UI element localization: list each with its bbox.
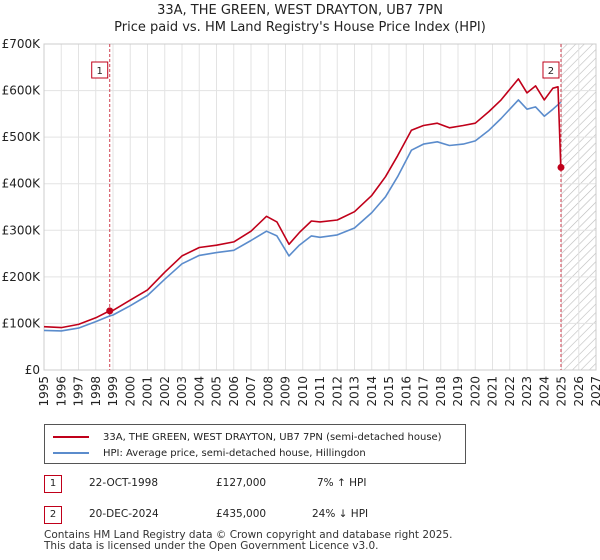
x-tick-label: 2010	[296, 376, 310, 407]
x-tick-label: 2008	[261, 376, 275, 407]
y-tick-label: £100K	[2, 316, 42, 330]
legend: 33A, THE GREEN, WEST DRAYTON, UB7 7PN (s…	[44, 424, 466, 464]
property-price-line	[43, 78, 562, 329]
sale-badge-1: 1	[44, 475, 62, 493]
x-tick-label: 1999	[106, 376, 120, 407]
sale-point-1	[106, 307, 114, 315]
sale-point-2	[557, 163, 565, 171]
x-tick-label: 2001	[141, 376, 155, 407]
x-tick-label: 2017	[417, 376, 431, 407]
legend-hpi-label: HPI: Average price, semi-detached house,…	[103, 447, 366, 459]
x-tick-label: 1997	[72, 376, 86, 407]
x-tick-label: 2025	[555, 376, 569, 407]
y-tick-label: £400K	[2, 177, 42, 191]
x-tick-label: 1995	[37, 376, 51, 407]
legend-item-hpi: HPI: Average price, semi-detached house,…	[53, 445, 366, 461]
x-tick-label: 2004	[192, 376, 206, 407]
legend-red-line	[53, 436, 89, 438]
x-tick-label: 1996	[54, 376, 68, 407]
sale-date-2: 20-DEC-2024	[89, 508, 159, 520]
x-tick-label: 2021	[486, 376, 500, 407]
sale-price-2: £435,000	[216, 508, 267, 520]
y-tick-label: £600K	[2, 84, 42, 98]
y-tick-label: £0	[25, 363, 40, 377]
sale-box-label-1: 1	[97, 66, 103, 77]
chart-title: 33A, THE GREEN, WEST DRAYTON, UB7 7PN	[157, 3, 443, 18]
sale-box-1	[91, 61, 109, 79]
x-tick-label: 2020	[468, 376, 482, 407]
footer: Contains HM Land Registry data © Crown c…	[44, 530, 452, 552]
y-tick-label: £500K	[2, 130, 42, 144]
x-tick-label: 2018	[434, 376, 448, 407]
sale-box-label-2: 2	[548, 66, 554, 77]
sale-hpi-2: 24% ↓ HPI	[312, 508, 369, 520]
footer-licence: This data is licensed under the Open Gov…	[44, 540, 379, 552]
x-tick-label: 2006	[227, 376, 241, 407]
hpi-line	[43, 99, 562, 332]
x-tick-label: 2005	[210, 376, 224, 407]
sale-price-1: £127,000	[216, 477, 267, 489]
x-tick-label: 1998	[89, 376, 103, 407]
x-tick-label: 2015	[382, 376, 396, 407]
x-tick-label: 2022	[503, 376, 517, 407]
x-tick-label: 2016	[399, 376, 413, 407]
sale-date-1: 22-OCT-1998	[89, 477, 158, 489]
y-tick-label: £300K	[2, 223, 42, 237]
x-tick-label: 2014	[365, 376, 379, 407]
chart-subtitle: Price paid vs. HM Land Registry's House …	[114, 20, 486, 35]
x-tick-label: 2019	[451, 376, 465, 407]
plot-border	[43, 43, 597, 371]
x-tick-label: 2007	[244, 376, 258, 407]
x-tick-label: 2024	[537, 376, 551, 407]
price-chart: 33A, THE GREEN, WEST DRAYTON, UB7 7PN Pr…	[2, 3, 600, 407]
footer-copyright: Contains HM Land Registry data © Crown c…	[44, 529, 453, 541]
x-tick-label: 2023	[520, 376, 534, 407]
x-tick-label: 2012	[330, 376, 344, 407]
y-tick-label: £700K	[2, 37, 42, 51]
y-tick-label: £200K	[2, 270, 42, 284]
x-tick-label: 2013	[348, 376, 362, 407]
x-tick-label: 2009	[279, 376, 293, 407]
sale-hpi-1: 7% ↑ HPI	[317, 477, 367, 489]
legend-property-label: 33A, THE GREEN, WEST DRAYTON, UB7 7PN (s…	[103, 431, 442, 443]
x-tick-label: 2026	[572, 376, 586, 407]
legend-item-property: 33A, THE GREEN, WEST DRAYTON, UB7 7PN (s…	[53, 429, 442, 445]
x-tick-label: 2003	[175, 376, 189, 407]
sale-box-2	[542, 61, 560, 79]
x-tick-label: 2011	[313, 376, 327, 407]
x-tick-label: 2002	[158, 376, 172, 407]
x-tick-label: 2000	[123, 376, 137, 407]
sale-badge-2: 2	[44, 506, 62, 524]
legend-blue-line	[53, 452, 89, 454]
x-tick-label: 2027	[589, 376, 600, 407]
